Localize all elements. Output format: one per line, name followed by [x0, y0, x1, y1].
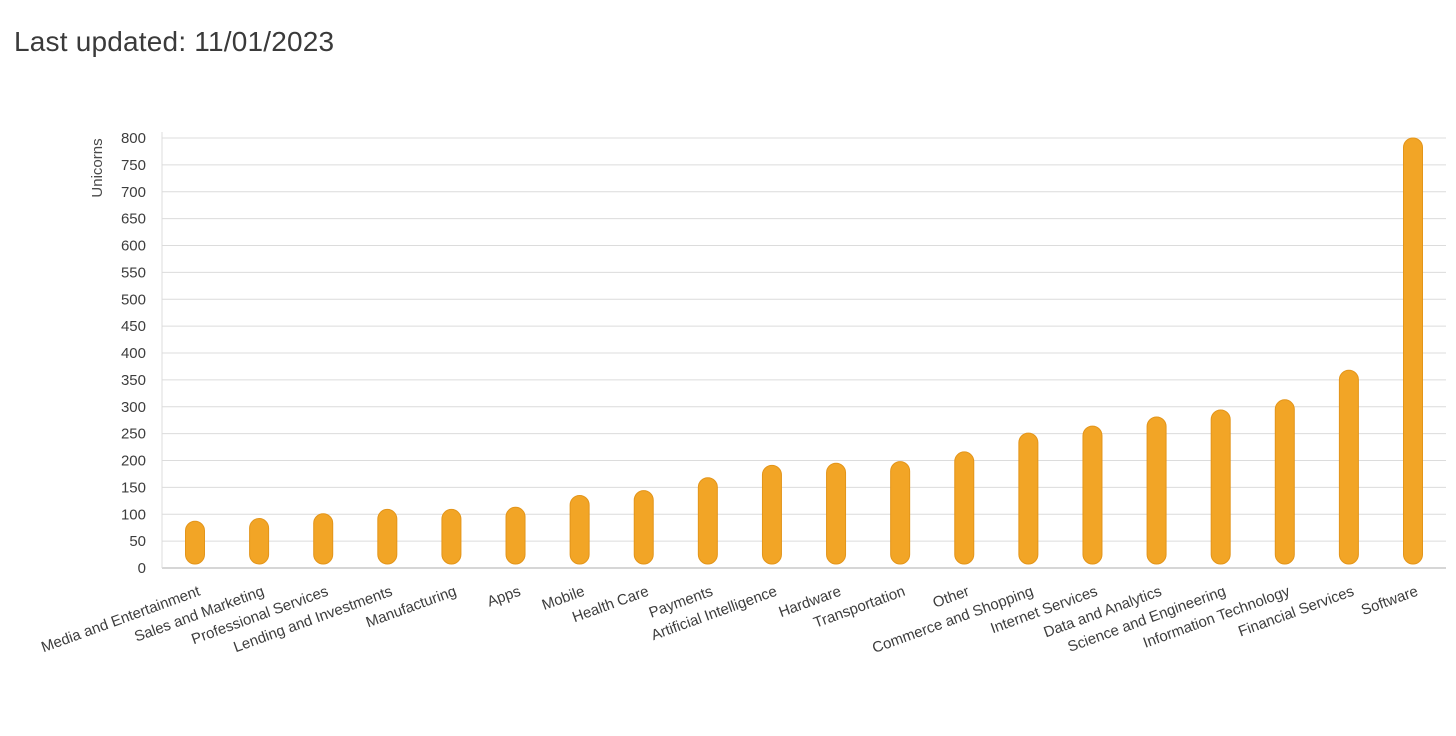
y-tick-label: 500: [121, 291, 146, 308]
x-tick-label: Apps: [485, 583, 523, 611]
y-tick-label: 750: [121, 157, 146, 174]
bar: [1146, 416, 1167, 565]
y-tick-label: 350: [121, 372, 146, 389]
y-tick-label: 700: [121, 184, 146, 201]
y-tick-label: 600: [121, 238, 146, 255]
y-tick-labels: 0 50 100 150 200 250 300 350 400 450 500 550 600 650 7…: [121, 130, 146, 577]
bar: [761, 464, 782, 565]
y-tick-label: 550: [121, 264, 146, 281]
y-tick-label: 50: [129, 533, 146, 550]
y-tick-label: 100: [121, 506, 146, 523]
bar: [697, 477, 718, 565]
bar: [1082, 425, 1103, 565]
y-tick-label: 200: [121, 453, 146, 470]
bar: [377, 508, 398, 565]
bar: [1403, 137, 1423, 565]
axes: [161, 132, 1446, 569]
bar: [505, 506, 526, 565]
bar: [1210, 409, 1231, 565]
bars: [185, 137, 1423, 565]
y-tick-label: 250: [121, 426, 146, 443]
bar: [249, 518, 270, 565]
bar: [1338, 369, 1359, 565]
bar: [890, 461, 911, 565]
y-tick-label: 450: [121, 318, 146, 335]
y-tick-label: 300: [121, 399, 146, 416]
bar: [185, 520, 205, 565]
y-tick-label: 150: [121, 479, 146, 496]
y-tick-label: 0: [138, 560, 146, 577]
y-tick-label: 800: [121, 130, 146, 147]
bar: [633, 490, 654, 565]
bar: [954, 451, 975, 565]
bar: [1018, 432, 1039, 565]
y-tick-label: 650: [121, 211, 146, 228]
bar: [569, 494, 590, 565]
x-tick-label: Software: [1359, 583, 1420, 619]
bar: [1274, 399, 1295, 565]
last-updated-text: Last updated: 11/01/2023: [14, 26, 335, 57]
bar: [826, 462, 847, 565]
bar: [441, 508, 462, 565]
gridlines: [162, 137, 1446, 542]
y-tick-label: 400: [121, 345, 146, 362]
y-axis-title: Unicorns: [89, 138, 106, 197]
bar: [313, 513, 334, 565]
